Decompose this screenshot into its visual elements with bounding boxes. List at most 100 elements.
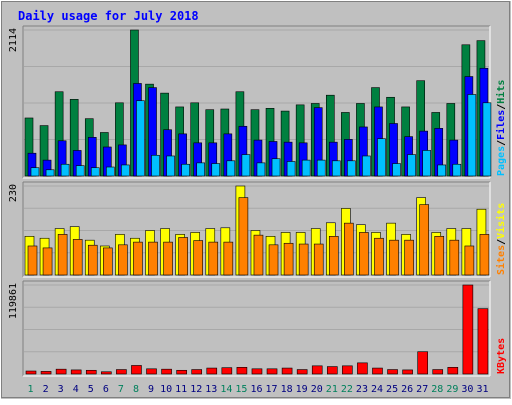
panel-legend: Pages/Files/Hits bbox=[495, 80, 507, 176]
bar-sites-day-5 bbox=[87, 244, 98, 276]
x-tick-label-day-13: 13 bbox=[205, 384, 217, 395]
bar-kbytes-day-28 bbox=[432, 369, 444, 375]
bar-sites-day-3 bbox=[57, 234, 68, 276]
x-tick-label-day-27: 27 bbox=[416, 384, 428, 395]
bar-kbytes-day-11 bbox=[176, 369, 187, 375]
bar-sites-day-4 bbox=[72, 239, 83, 276]
bar-sites-day-29 bbox=[449, 239, 460, 276]
x-tick-label-day-9: 9 bbox=[148, 384, 154, 395]
bar-sites-day-10 bbox=[163, 241, 173, 276]
bar-pages-day-17 bbox=[271, 158, 281, 177]
x-tick-label-day-17: 17 bbox=[266, 384, 278, 395]
x-tick-label-day-26: 26 bbox=[401, 384, 413, 395]
x-tick-label-day-20: 20 bbox=[311, 384, 323, 395]
bar-kbytes-day-13 bbox=[206, 367, 218, 375]
x-tick-label-day-31: 31 bbox=[476, 384, 488, 395]
bar-kbytes-day-21 bbox=[326, 366, 338, 375]
bar-pages-day-20 bbox=[316, 159, 326, 177]
x-tick-label-day-7: 7 bbox=[118, 384, 124, 395]
bar-pages-day-24 bbox=[377, 138, 386, 177]
x-axis-day-labels: 1 2 3 4 5 6 7 8 9 10 11 12 13 14 15 16 17 18 19 20 21 22 23 24 2… bbox=[28, 384, 489, 395]
legend-separator: / bbox=[496, 239, 507, 245]
x-tick-label-day-16: 16 bbox=[250, 384, 262, 395]
bar-pages-day-9 bbox=[151, 154, 160, 177]
bar-sites-day-1 bbox=[27, 245, 38, 276]
bar-kbytes-day-25 bbox=[387, 369, 398, 375]
bar-kbytes-day-6 bbox=[101, 371, 112, 375]
bar-kbytes-day-5 bbox=[85, 369, 97, 375]
legend-separator: / bbox=[496, 140, 507, 146]
bar-sites-day-30 bbox=[464, 245, 475, 276]
bar-pages-day-3 bbox=[60, 163, 70, 177]
x-tick-label-day-18: 18 bbox=[281, 384, 293, 395]
bar-pages-day-12 bbox=[196, 162, 206, 177]
x-tick-label-day-1: 1 bbox=[28, 384, 34, 395]
y-max-label: 119861 bbox=[8, 283, 19, 319]
bar-kbytes-day-9 bbox=[146, 368, 157, 375]
bar-kbytes-day-1 bbox=[25, 370, 37, 375]
bar-pages-day-29 bbox=[452, 163, 462, 177]
x-tick-label-day-15: 15 bbox=[235, 384, 247, 395]
bar-pages-day-8 bbox=[136, 100, 145, 177]
x-tick-label-day-28: 28 bbox=[431, 384, 443, 395]
x-tick-label-day-30: 30 bbox=[461, 384, 473, 395]
x-tick-label-day-23: 23 bbox=[356, 384, 368, 395]
bar-kbytes-day-30 bbox=[462, 284, 474, 375]
bar-pages-day-7 bbox=[121, 164, 130, 177]
bar-sites-day-14 bbox=[223, 241, 234, 276]
bar-sites-day-28 bbox=[434, 236, 445, 276]
bar-kbytes-day-22 bbox=[342, 365, 353, 375]
bar-sites-day-17 bbox=[268, 244, 279, 276]
bar-kbytes-day-19 bbox=[296, 369, 308, 375]
bar-kbytes-day-26 bbox=[402, 369, 413, 375]
bar-sites-day-8 bbox=[133, 241, 143, 276]
bar-kbytes-day-3 bbox=[55, 368, 67, 375]
bar-pages-day-31 bbox=[482, 102, 492, 177]
legend-visits: Visits bbox=[495, 203, 507, 239]
bar-pages-day-19 bbox=[301, 159, 311, 177]
bar-sites-day-25 bbox=[389, 239, 399, 276]
bar-pages-day-15 bbox=[241, 154, 251, 177]
bar-pages-day-2 bbox=[45, 169, 55, 177]
bar-sites-day-2 bbox=[42, 247, 53, 276]
bar-sites-day-9 bbox=[148, 241, 158, 276]
legend-sites: Sites bbox=[495, 245, 507, 275]
bar-kbytes-day-23 bbox=[357, 362, 368, 375]
bar-pages-day-11 bbox=[181, 163, 190, 177]
x-tick-label-day-6: 6 bbox=[103, 384, 109, 395]
bar-pages-day-28 bbox=[437, 164, 447, 177]
bar-kbytes-day-20 bbox=[311, 365, 323, 375]
bar-kbytes-day-15 bbox=[236, 367, 248, 375]
bar-pages-day-13 bbox=[211, 163, 221, 177]
bar-kbytes-day-2 bbox=[40, 371, 52, 375]
panel-legend: Sites/Visits bbox=[495, 203, 507, 275]
bar-sites-day-22 bbox=[344, 222, 354, 276]
bar-sites-day-23 bbox=[359, 232, 369, 276]
bar-pages-day-30 bbox=[467, 94, 477, 177]
bar-sites-day-7 bbox=[118, 244, 128, 276]
bar-pages-day-16 bbox=[256, 162, 266, 177]
outer-bevel-dark bbox=[1, 1, 510, 398]
bar-pages-day-22 bbox=[347, 160, 356, 177]
bar-sites-day-21 bbox=[328, 236, 339, 276]
x-tick-label-day-5: 5 bbox=[88, 384, 94, 395]
bar-sites-day-12 bbox=[193, 240, 204, 276]
bar-sites-day-24 bbox=[374, 237, 384, 276]
bar-pages-day-5 bbox=[90, 167, 100, 177]
bar-pages-day-4 bbox=[75, 165, 85, 177]
bar-pages-day-10 bbox=[166, 155, 175, 177]
panel-plot-area bbox=[23, 281, 490, 376]
bar-kbytes-day-31 bbox=[477, 308, 489, 375]
panel-middle: 230 Sites/Visits bbox=[8, 181, 507, 278]
bar-kbytes-day-29 bbox=[447, 367, 459, 375]
bar-sites-day-11 bbox=[178, 237, 188, 276]
x-tick-label-day-2: 2 bbox=[43, 384, 49, 395]
panel-legend: KBytes bbox=[496, 338, 507, 374]
bar-kbytes-day-27 bbox=[417, 351, 428, 375]
chart-title: Daily usage for July 2018 bbox=[18, 9, 199, 23]
x-tick-label-day-3: 3 bbox=[58, 384, 64, 395]
x-tick-label-day-14: 14 bbox=[220, 384, 232, 395]
